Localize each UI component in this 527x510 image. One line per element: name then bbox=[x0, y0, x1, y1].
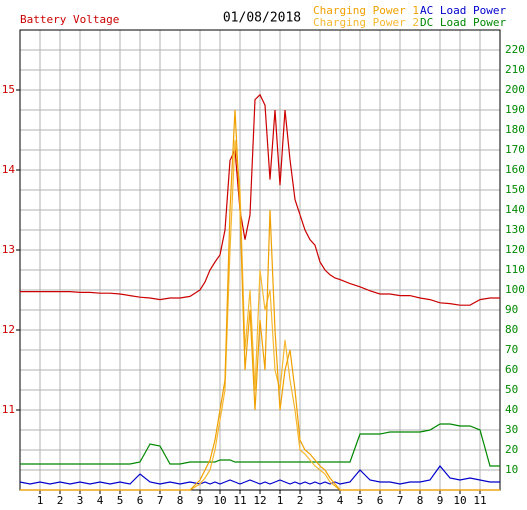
x-tick-label: 9 bbox=[197, 494, 204, 507]
legend-entry: AC Load Power bbox=[420, 4, 506, 17]
x-tick-label: 6 bbox=[377, 494, 384, 507]
x-tick-label: 2 bbox=[57, 494, 64, 507]
series-line bbox=[20, 93, 500, 306]
y2-tick-label: 190 bbox=[505, 103, 525, 116]
x-tick-label: 7 bbox=[397, 494, 404, 507]
y2-tick-label: 80 bbox=[505, 323, 518, 336]
x-tick-label: 9 bbox=[437, 494, 444, 507]
y2-tick-label: 170 bbox=[505, 143, 525, 156]
x-tick-label: 4 bbox=[97, 494, 104, 507]
x-tick-label: 3 bbox=[77, 494, 84, 507]
y2-tick-label: 40 bbox=[505, 403, 518, 416]
x-tick-label: 8 bbox=[417, 494, 424, 507]
y2-tick-label: 100 bbox=[505, 283, 525, 296]
y2-tick-label: 120 bbox=[505, 243, 525, 256]
y-axis-label: Battery Voltage bbox=[20, 13, 119, 26]
y2-tick-label: 200 bbox=[505, 83, 525, 96]
y-tick-label: 13 bbox=[2, 243, 15, 256]
x-tick-label: 1 bbox=[37, 494, 44, 507]
y-tick-label: 15 bbox=[2, 83, 15, 96]
x-tick-label: 11 bbox=[473, 494, 486, 507]
x-tick-label: 11 bbox=[233, 494, 246, 507]
x-tick-label: 5 bbox=[117, 494, 124, 507]
y2-tick-label: 10 bbox=[505, 463, 518, 476]
x-tick-label: 3 bbox=[317, 494, 324, 507]
y2-tick-label: 110 bbox=[505, 263, 525, 276]
y2-tick-label: 30 bbox=[505, 423, 518, 436]
legend-entry: Charging Power 2 bbox=[313, 16, 419, 29]
x-tick-label: 8 bbox=[177, 494, 184, 507]
x-tick-label: 1 bbox=[277, 494, 284, 507]
y2-tick-label: 150 bbox=[505, 183, 525, 196]
plot-frame bbox=[19, 29, 501, 491]
date: 01/08/2018 bbox=[223, 11, 301, 26]
y-tick-label: 12 bbox=[2, 323, 15, 336]
y2-tick-label: 210 bbox=[505, 63, 525, 76]
y2-tick-label: 60 bbox=[505, 363, 518, 376]
x-tick-label: 6 bbox=[137, 494, 144, 507]
series-line bbox=[19, 465, 500, 485]
y2-tick-label: 180 bbox=[505, 123, 525, 136]
y2-tick-label: 140 bbox=[505, 203, 525, 216]
y2-tick-label: 90 bbox=[505, 303, 518, 316]
x-tick-label: 10 bbox=[453, 494, 466, 507]
y-tick-label: 11 bbox=[2, 403, 15, 416]
y2-tick-label: 220 bbox=[505, 43, 525, 56]
y2-tick-label: 130 bbox=[505, 223, 525, 236]
legend-entry: DC Load Power bbox=[420, 16, 506, 29]
series-line bbox=[20, 423, 500, 467]
y2-tick-label: 50 bbox=[505, 383, 518, 396]
x-tick-label: 2 bbox=[297, 494, 304, 507]
legend-entry: Charging Power 1 bbox=[313, 4, 419, 17]
y2-tick-label: 20 bbox=[505, 443, 518, 456]
x-tick-label: 7 bbox=[157, 494, 164, 507]
y2-tick-label: 70 bbox=[505, 343, 518, 356]
x-tick-label: 10 bbox=[213, 494, 226, 507]
y2-tick-label: 160 bbox=[505, 163, 525, 176]
x-tick-label: 4 bbox=[337, 494, 344, 507]
x-tick-label: 12 bbox=[253, 494, 266, 507]
series-line bbox=[20, 109, 500, 491]
y-tick-label: 14 bbox=[2, 163, 16, 176]
x-tick-label: 5 bbox=[357, 494, 364, 507]
